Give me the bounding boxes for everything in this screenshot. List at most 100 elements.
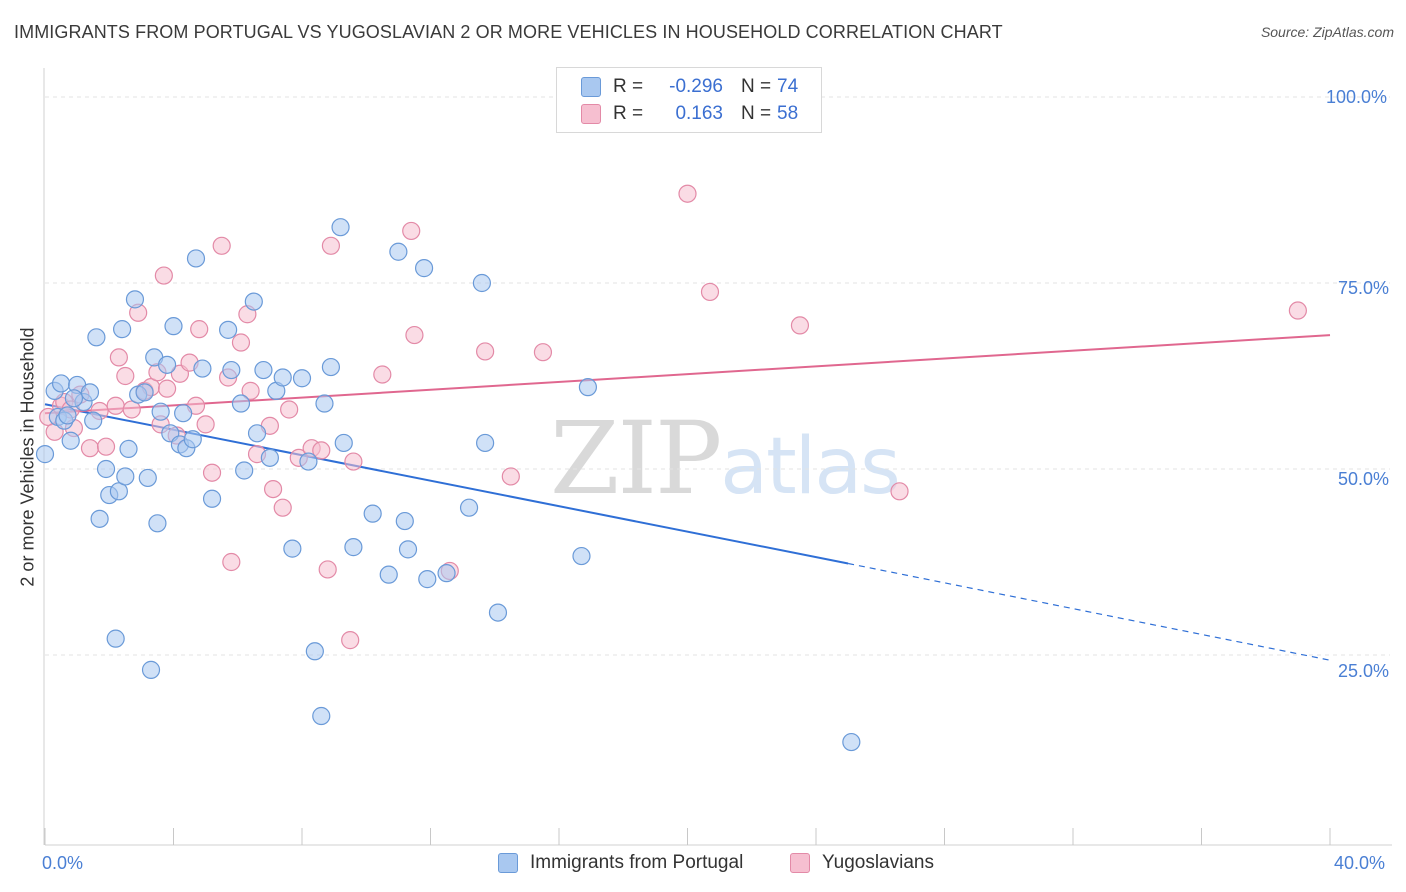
portugal-point bbox=[116, 467, 135, 486]
axes bbox=[43, 68, 1392, 846]
portugal-point bbox=[164, 317, 183, 336]
legend-n-label: N = bbox=[741, 76, 772, 97]
portugal-point bbox=[273, 368, 292, 387]
trend-lines bbox=[44, 334, 1331, 661]
portugal-point bbox=[106, 629, 125, 648]
portugal-point bbox=[389, 242, 408, 261]
grid-lines bbox=[45, 96, 1390, 656]
portugal-point bbox=[90, 509, 109, 528]
portugal-point bbox=[244, 292, 263, 311]
portugal-point bbox=[379, 565, 398, 584]
portugal-point bbox=[414, 259, 434, 278]
portugal-point bbox=[476, 433, 495, 453]
portugal-point bbox=[472, 273, 491, 293]
portugal-point bbox=[193, 359, 212, 378]
portugal-point bbox=[112, 320, 132, 339]
portugal-point bbox=[219, 320, 238, 339]
portugal-points bbox=[35, 218, 861, 752]
yugoslavians-point bbox=[312, 441, 331, 460]
portugal-point bbox=[64, 389, 84, 408]
portugal-point bbox=[247, 424, 267, 443]
yugoslavians-point bbox=[222, 552, 241, 572]
portugal-point bbox=[363, 504, 382, 523]
series-swatch-pink bbox=[790, 853, 810, 873]
portugal-point bbox=[321, 357, 341, 377]
portugal-point bbox=[186, 249, 206, 268]
correlation-legend: R = -0.296 N = 74 R = 0.163 N = 58 bbox=[556, 67, 822, 133]
yugoslavians-point bbox=[533, 343, 553, 362]
yugoslavians-point bbox=[321, 236, 341, 255]
yugoslavians-point bbox=[402, 221, 421, 241]
portugal-point bbox=[96, 459, 116, 479]
series-legend-yugoslavians[interactable]: Yugoslavians bbox=[790, 852, 934, 874]
yugoslavians-point bbox=[341, 631, 360, 650]
portugal-point bbox=[174, 404, 193, 423]
legend-swatch-blue bbox=[581, 77, 601, 97]
portugal-point bbox=[292, 369, 312, 388]
portugal-point bbox=[437, 564, 456, 583]
x-tick-label-max: 40.0% bbox=[1334, 853, 1386, 873]
yugoslavians-point bbox=[890, 482, 909, 501]
watermark-atlas: atlas bbox=[720, 422, 900, 512]
yugoslavians-point bbox=[280, 400, 299, 419]
yugoslavians-point bbox=[700, 282, 720, 302]
portugal-point bbox=[398, 540, 418, 559]
yugoslavians-point bbox=[80, 439, 100, 458]
yugoslavians-point bbox=[344, 452, 363, 471]
yugoslavians-point bbox=[190, 320, 209, 339]
portugal-point bbox=[488, 603, 508, 622]
portugal-point bbox=[331, 218, 350, 237]
yugoslavians-point bbox=[501, 467, 520, 486]
portugal-point bbox=[135, 383, 154, 402]
yugoslavians-point bbox=[476, 342, 495, 361]
source-attribution[interactable]: Source: ZipAtlas.com bbox=[1260, 24, 1394, 40]
portugal-point bbox=[315, 394, 334, 413]
portugal-point bbox=[183, 430, 202, 449]
portugal-point bbox=[260, 448, 279, 467]
portugal-point bbox=[572, 546, 591, 566]
legend-r-value: -0.296 bbox=[669, 76, 723, 97]
yugoslavians-point bbox=[241, 381, 260, 400]
watermark: ZIPatlas bbox=[550, 400, 901, 517]
portugal-point bbox=[51, 374, 71, 393]
portugal-trend-extrapolation bbox=[848, 562, 1331, 661]
y-axis-label: 2 or more Vehicles in Household bbox=[17, 327, 38, 587]
portugal-point bbox=[459, 498, 479, 517]
yugoslavians-point bbox=[106, 396, 125, 415]
portugal-point bbox=[299, 452, 318, 471]
portugal-point bbox=[151, 402, 170, 421]
portugal-point bbox=[344, 538, 363, 557]
yugoslavians-point bbox=[196, 415, 215, 434]
yugoslavians-point bbox=[373, 365, 392, 384]
portugal-point bbox=[119, 439, 138, 459]
yugoslavians-point bbox=[109, 348, 128, 367]
yugoslavians-point bbox=[678, 184, 697, 203]
portugal-point bbox=[842, 732, 861, 752]
series-legend-portugal[interactable]: Immigrants from Portugal bbox=[498, 852, 743, 874]
legend-r-label: R = bbox=[613, 103, 644, 124]
portugal-point bbox=[235, 461, 254, 480]
yugoslavians-point bbox=[154, 266, 173, 285]
portugal-point bbox=[141, 660, 161, 679]
yugoslavians-point bbox=[231, 333, 251, 352]
portugal-point bbox=[125, 290, 145, 309]
portugal-point bbox=[395, 511, 414, 531]
portugal-point bbox=[334, 433, 353, 453]
yugoslavians-point bbox=[273, 498, 292, 517]
yugoslavians-point bbox=[96, 437, 116, 456]
yugoslavians-point bbox=[790, 316, 810, 335]
legend-row-yugoslavians: R = 0.163 N = 58 bbox=[581, 101, 798, 127]
legend-r-value: 0.163 bbox=[675, 103, 723, 124]
portugal-point bbox=[254, 360, 273, 380]
portugal-point bbox=[61, 431, 80, 450]
x-tick-label-min: 0.0% bbox=[42, 853, 84, 873]
series-label-yugoslavians: Yugoslavians bbox=[822, 852, 934, 873]
yugoslavians-point bbox=[212, 236, 231, 255]
portugal-point bbox=[222, 360, 241, 380]
legend-n-value: 74 bbox=[777, 76, 799, 97]
portugal-point bbox=[312, 706, 331, 726]
legend-r-label: R = bbox=[613, 76, 644, 97]
portugal-point bbox=[80, 383, 100, 402]
portugal-point bbox=[84, 411, 103, 430]
